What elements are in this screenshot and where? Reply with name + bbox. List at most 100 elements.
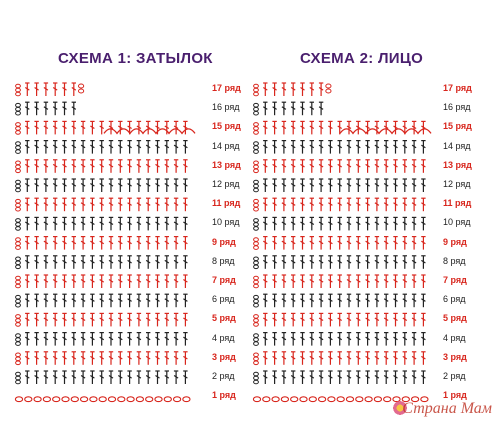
chain-stitch bbox=[15, 241, 21, 246]
stitch-symbol bbox=[99, 120, 105, 135]
stitch-symbol bbox=[164, 236, 170, 250]
stitch-symbol bbox=[117, 120, 123, 135]
stitch-symbol bbox=[262, 274, 268, 288]
stitch-symbol bbox=[108, 159, 114, 173]
row-label: 1 ряд bbox=[212, 390, 236, 401]
stitch-symbol bbox=[355, 274, 361, 288]
stitch-symbol bbox=[99, 370, 105, 384]
stitch-symbol bbox=[309, 197, 315, 212]
chain-stitch bbox=[15, 83, 21, 89]
stitch-symbol bbox=[262, 197, 268, 212]
stitch-symbol bbox=[262, 255, 268, 269]
stitch-symbol bbox=[52, 82, 58, 96]
stitch-symbol bbox=[346, 216, 352, 231]
stitch-symbol bbox=[155, 332, 160, 346]
stitch-symbol bbox=[173, 159, 179, 173]
stitch-symbol bbox=[281, 332, 287, 346]
stitch-symbol bbox=[99, 178, 105, 192]
foundation-chain bbox=[89, 396, 98, 403]
chain-stitch bbox=[15, 341, 21, 346]
stitch-symbol bbox=[127, 178, 132, 192]
row-label: 16 ряд bbox=[212, 102, 240, 113]
stitch-symbol bbox=[281, 274, 287, 288]
chain-stitch bbox=[15, 352, 21, 358]
stitch-symbol bbox=[290, 312, 296, 327]
stitch-symbol bbox=[300, 255, 305, 269]
stitch-symbol bbox=[127, 255, 132, 269]
foundation-chain bbox=[24, 396, 33, 403]
stitch-symbol bbox=[24, 312, 30, 327]
stitch-symbol bbox=[52, 101, 58, 116]
stitch-symbol bbox=[337, 120, 343, 135]
stitch-symbol bbox=[421, 255, 426, 269]
stitch-symbol bbox=[183, 159, 188, 173]
stitch-symbol bbox=[328, 351, 333, 365]
row-label: 13 ряд bbox=[212, 159, 241, 170]
stitch-symbol bbox=[290, 197, 296, 212]
stitch-symbol bbox=[421, 332, 426, 346]
stitch-symbol bbox=[164, 274, 170, 288]
chain-stitch bbox=[253, 275, 259, 281]
stitch-symbol bbox=[99, 159, 105, 173]
chain-stitch bbox=[15, 322, 21, 327]
chain-stitch bbox=[15, 237, 21, 242]
loop-stitch bbox=[78, 83, 85, 89]
stitch-symbol bbox=[365, 332, 370, 346]
chain-stitch bbox=[15, 245, 21, 250]
stitch-symbol bbox=[173, 255, 179, 269]
stitch-symbol bbox=[393, 293, 398, 308]
stitch-symbol bbox=[374, 312, 380, 327]
stitch-symbol bbox=[145, 236, 151, 250]
stitch-symbol bbox=[393, 255, 398, 269]
stitch-symbol bbox=[318, 216, 324, 231]
chain-stitch bbox=[253, 245, 259, 250]
stitch-symbol bbox=[309, 236, 315, 250]
stitch-symbol bbox=[290, 332, 296, 346]
foundation-chain bbox=[383, 396, 392, 403]
stitch-symbol bbox=[52, 274, 58, 288]
row-label: 2 ряд bbox=[443, 371, 466, 381]
stitch-symbol bbox=[173, 216, 179, 231]
stitch-symbol bbox=[318, 332, 324, 346]
stitch-symbol bbox=[365, 197, 370, 212]
loop-stitch bbox=[325, 88, 332, 94]
stitch-symbol bbox=[393, 370, 398, 384]
stitch-symbol bbox=[62, 293, 67, 308]
stitch-symbol bbox=[127, 351, 132, 365]
stitch-symbol bbox=[262, 82, 268, 96]
stitch-symbol bbox=[52, 351, 58, 365]
stitch-symbol bbox=[173, 274, 179, 288]
stitch-symbol bbox=[272, 216, 277, 231]
foundation-chain bbox=[420, 396, 429, 403]
stitch-symbol bbox=[374, 159, 380, 173]
stitch-symbol bbox=[411, 120, 417, 135]
chain-stitch bbox=[253, 375, 259, 381]
chain-stitch bbox=[253, 206, 259, 212]
stitch-symbol bbox=[309, 120, 315, 135]
stitch-symbol bbox=[355, 178, 361, 192]
stitch-symbol bbox=[164, 120, 170, 135]
stitch-symbol bbox=[34, 178, 39, 192]
stitch-symbol bbox=[272, 370, 277, 384]
stitch-symbol bbox=[402, 159, 408, 173]
stitch-symbol bbox=[262, 159, 268, 173]
stitch-symbol bbox=[80, 159, 86, 173]
stitch-symbol bbox=[71, 120, 77, 135]
stitch-symbol bbox=[262, 312, 268, 327]
stitch-symbol bbox=[402, 197, 408, 212]
stitch-symbol bbox=[346, 178, 352, 192]
stitch-symbol bbox=[411, 197, 417, 212]
stitch-symbol bbox=[346, 236, 352, 250]
stitch-symbol bbox=[355, 255, 361, 269]
stitch-symbol bbox=[90, 140, 95, 154]
foundation-chain bbox=[14, 396, 24, 403]
stitch-symbol bbox=[355, 312, 361, 327]
chain-stitch bbox=[253, 256, 259, 262]
foundation-chain bbox=[327, 396, 336, 403]
stitch-symbol bbox=[411, 351, 417, 365]
stitch-symbol bbox=[99, 216, 105, 231]
stitch-symbol bbox=[155, 236, 160, 250]
chain-stitch bbox=[253, 337, 259, 342]
row-label: 7 ряд bbox=[212, 275, 236, 285]
stitch-symbol bbox=[71, 159, 77, 173]
